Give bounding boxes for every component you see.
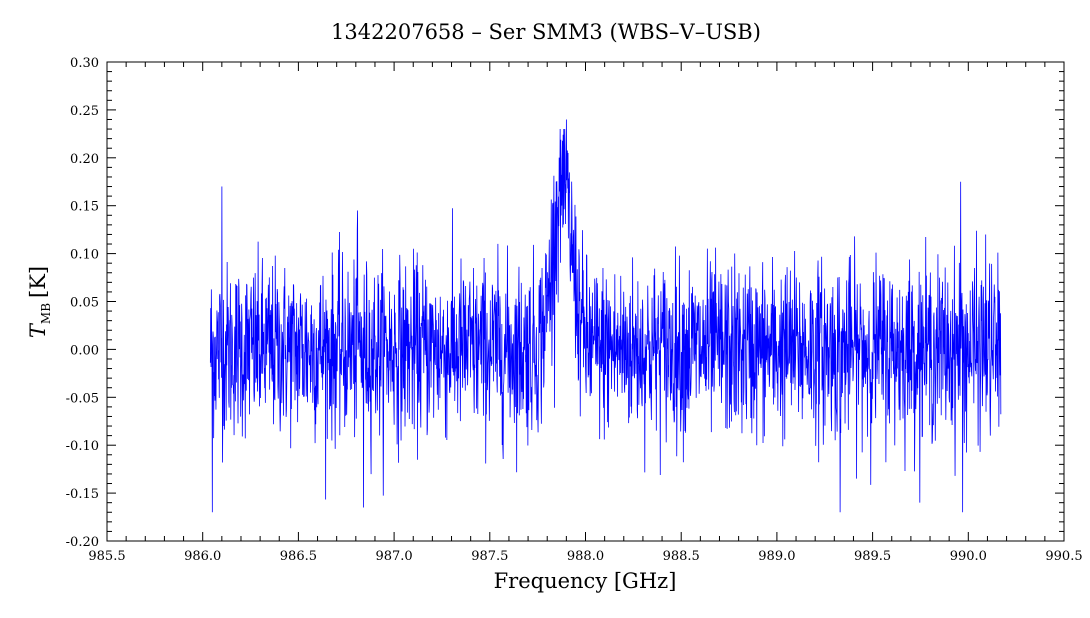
x-tick-label: 990.0 <box>950 549 987 564</box>
y-tick-label: -0.15 <box>66 487 99 502</box>
y-tick-label: 0.05 <box>70 296 99 311</box>
chart-title: 1342207658 – Ser SMM3 (WBS–V–USB) <box>331 20 761 44</box>
y-tick-label: 0.00 <box>70 343 99 358</box>
y-tick-label: 0.25 <box>70 104 99 119</box>
y-tick-label: -0.05 <box>66 391 99 406</box>
x-tick-label: 987.0 <box>375 549 412 564</box>
y-tick-label: 0.10 <box>70 248 99 263</box>
y-axis: 0.30 0.25 0.20 0.15 0.10 0.05 0.00 -0.05 -0.10 -0… <box>66 56 1064 550</box>
x-tick-label: 990.5 <box>1045 549 1082 564</box>
x-tick-label: 988.0 <box>567 549 604 564</box>
y-tick-label: 0.30 <box>70 56 99 71</box>
x-tick-label: 986.0 <box>184 549 221 564</box>
x-tick-label: 989.0 <box>758 549 795 564</box>
y-tick-label: -0.20 <box>66 535 99 550</box>
x-tick-label: 986.5 <box>280 549 317 564</box>
x-tick-label: 985.5 <box>88 549 125 564</box>
y-axis-label-symbol: T <box>26 322 50 338</box>
y-axis-label: TMB [K] <box>26 266 53 338</box>
y-tick-label: 0.15 <box>70 200 99 215</box>
spectrum-line <box>209 119 1002 513</box>
x-tick-label: 989.5 <box>854 549 891 564</box>
y-axis-label-subscript: MB <box>39 303 53 324</box>
x-tick-label: 987.5 <box>471 549 508 564</box>
x-axis: 985.5 986.0 986.5 987.0 987.5 988.0 988.5 989.0… <box>88 62 1083 564</box>
y-tick-label: -0.10 <box>66 439 99 454</box>
x-tick-label: 988.5 <box>663 549 700 564</box>
y-tick-label: 0.20 <box>70 152 99 167</box>
x-axis-label: Frequency [GHz] <box>494 569 677 593</box>
y-axis-label-unit: [K] <box>26 266 50 298</box>
spectrum-series-group <box>209 119 1002 513</box>
